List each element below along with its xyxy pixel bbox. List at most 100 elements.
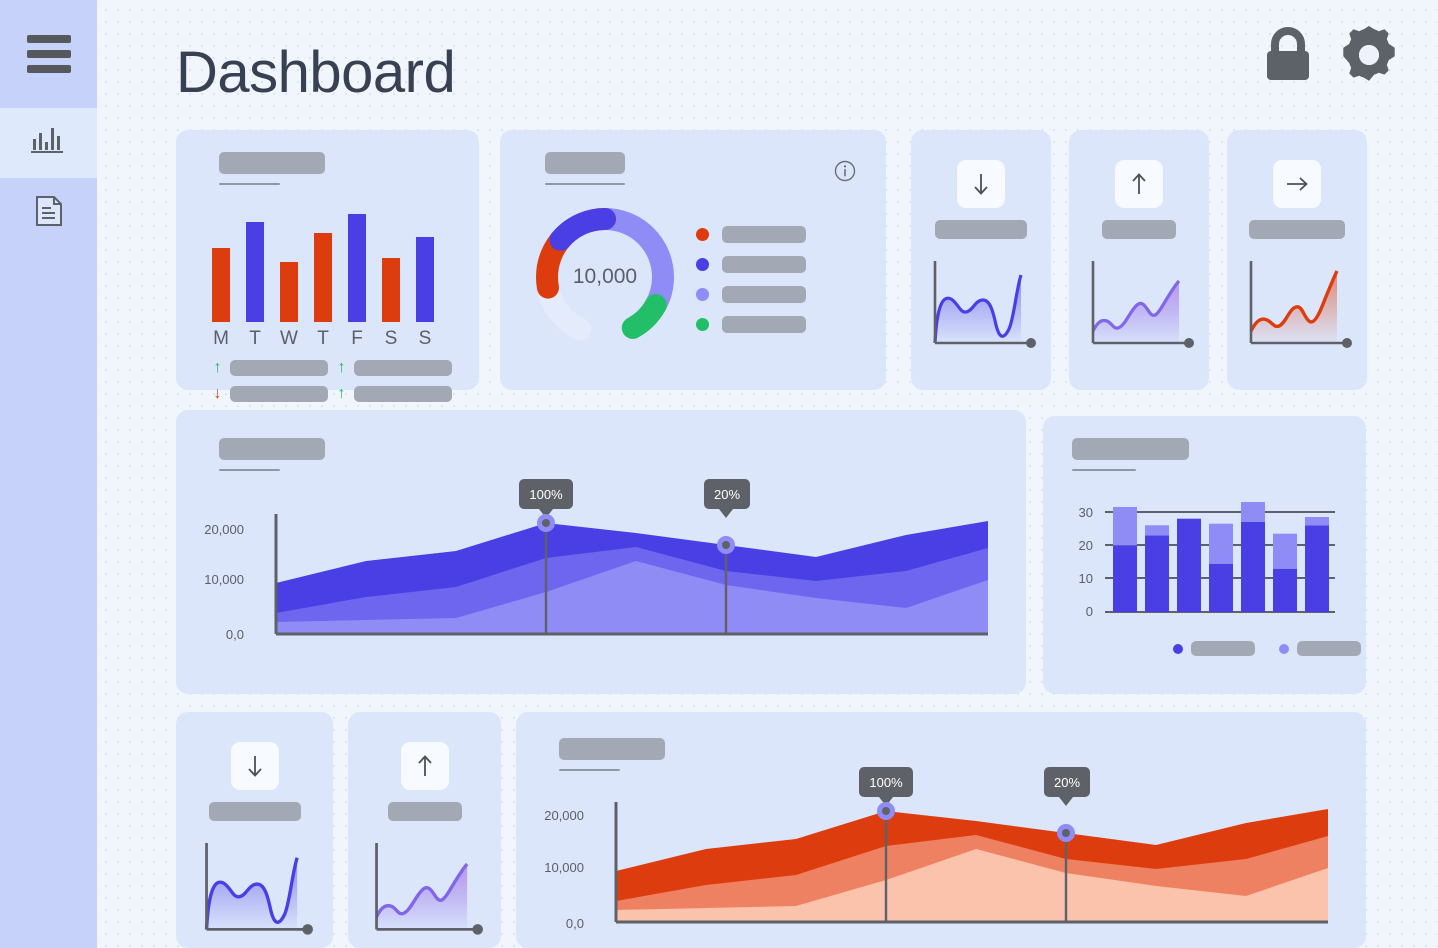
title-bar: [219, 438, 325, 460]
arrow-up-icon: [1132, 173, 1146, 194]
bar-column: [212, 202, 230, 322]
sidebar-item-menu[interactable]: [0, 0, 97, 108]
y-tick-label: 0: [1086, 604, 1093, 619]
donut-legend: [696, 226, 806, 333]
gear-icon[interactable]: [1340, 26, 1398, 89]
legend-label-placeholder: [1297, 641, 1361, 656]
annotation-100: 100%: [859, 767, 913, 922]
donut-segment-b: [536, 208, 674, 346]
card-title-placeholder: [545, 152, 625, 185]
sparkline-blue: [196, 836, 314, 948]
tooltip-label: 100%: [529, 487, 563, 502]
bar-column: [280, 202, 298, 322]
kpi-label-placeholder: [1249, 220, 1345, 239]
card-area-chart-red: 20,000 10,000 0,0 100% 20%: [516, 712, 1366, 948]
legend-color-dot: [696, 228, 709, 241]
title-underline: [1072, 469, 1137, 471]
sparkline-purple: [366, 836, 484, 948]
tooltip-bubble: [704, 479, 750, 509]
axis-tick-label: T: [317, 328, 329, 349]
stat-value-placeholder: [230, 360, 328, 376]
weekday-axis-labels: M T W T F S S: [212, 328, 442, 350]
card-donut-chart: 10,000: [500, 130, 886, 390]
donut-chart: 10,000: [530, 202, 680, 352]
weekday-bar-chart: [212, 202, 442, 322]
axis-tick-label: F: [351, 328, 363, 349]
card-title-placeholder: [1072, 438, 1189, 471]
arrow-right-icon: [1287, 177, 1308, 191]
bar-segment-top: [1241, 502, 1265, 522]
legend-item: [1173, 641, 1255, 656]
sparkline-blue: [925, 255, 1037, 365]
arrow-up-button[interactable]: [1115, 160, 1163, 208]
arrow-up-button[interactable]: [400, 742, 449, 790]
header-actions: [1262, 26, 1398, 89]
legend-color-dot: [1173, 643, 1183, 654]
axis-tick-label: S: [384, 328, 398, 349]
arrow-up-icon: [417, 755, 432, 776]
tooltip-bubble: [1044, 767, 1090, 797]
card-title-placeholder: [219, 152, 325, 185]
card-kpi-up-bottom: [348, 712, 501, 948]
info-icon[interactable]: [834, 160, 856, 187]
card-kpi-down-bottom: [176, 712, 333, 948]
tooltip-bubble: [859, 767, 913, 797]
bar-segment-base: [1273, 568, 1297, 612]
title-underline: [219, 469, 281, 471]
arrow-right-button[interactable]: [1273, 160, 1321, 208]
y-tick-label: 0,0: [566, 916, 584, 931]
lock-icon[interactable]: [1262, 26, 1314, 89]
stat-grid: ↑ ↑ ↓ ↑: [212, 360, 452, 402]
legend-color-dot: [696, 258, 709, 271]
arrow-down-icon: [974, 174, 988, 195]
bar-segment-base: [1113, 545, 1137, 612]
arrow-down-button[interactable]: [230, 742, 279, 790]
y-tick-label: 10,000: [544, 860, 584, 875]
card-weekday-bars: M T W T F S S ↑ ↑ ↓ ↑: [176, 130, 479, 402]
stat-item: ↓: [212, 386, 328, 402]
document-icon[interactable]: [35, 195, 63, 232]
bar-segment-base: [1241, 522, 1265, 612]
bar-segment-base: [1145, 535, 1169, 612]
sidebar-item-reports[interactable]: [0, 178, 97, 248]
y-tick-label: 30: [1079, 505, 1093, 520]
sidebar-item-analytics[interactable]: [0, 108, 97, 178]
axis-tick-label: T: [249, 328, 261, 349]
card-title-placeholder: [219, 438, 325, 471]
bar-segment-top: [1113, 507, 1137, 546]
stat-item: ↑: [336, 386, 452, 402]
annotation-20: 20%: [1044, 767, 1090, 922]
kpi-label-placeholder: [208, 802, 301, 821]
arrow-up-icon: ↑: [337, 385, 346, 402]
kpi-label-placeholder: [1102, 220, 1176, 239]
arrow-down-icon: ↓: [213, 385, 222, 402]
stacked-bar-legend: [1173, 641, 1361, 656]
legend-item: [696, 316, 806, 333]
card-title-placeholder: [559, 738, 665, 771]
area-layer-1: [276, 561, 988, 634]
annotation-100: 100%: [519, 479, 573, 634]
bar-segment-base: [1177, 518, 1201, 612]
legend-item: [696, 256, 806, 273]
title-underline: [559, 769, 621, 771]
kpi-label-placeholder: [387, 802, 462, 821]
bar-segment-top: [1305, 517, 1329, 526]
card-kpi-right: [1227, 130, 1367, 390]
sparkline-purple: [1083, 255, 1195, 365]
tooltip-label: 20%: [714, 487, 740, 502]
legend-label-placeholder: [722, 226, 806, 243]
donut-center-value: 10,000: [572, 265, 638, 288]
tooltip-label: 20%: [1054, 775, 1080, 790]
hamburger-menu-icon[interactable]: [26, 35, 71, 73]
axis-tick-label: M: [213, 328, 229, 349]
arrow-down-button[interactable]: [957, 160, 1005, 208]
legend-item: [696, 286, 806, 303]
kpi-label-placeholder: [935, 220, 1027, 239]
legend-item: [696, 226, 806, 243]
arrow-up-icon: ↑: [213, 359, 222, 376]
y-tick-label: 0,0: [226, 627, 244, 642]
arrow-down-icon: [247, 756, 262, 777]
legend-label-placeholder: [722, 286, 806, 303]
bar-chart-icon[interactable]: [30, 125, 67, 162]
y-tick-label: 20,000: [204, 522, 244, 537]
